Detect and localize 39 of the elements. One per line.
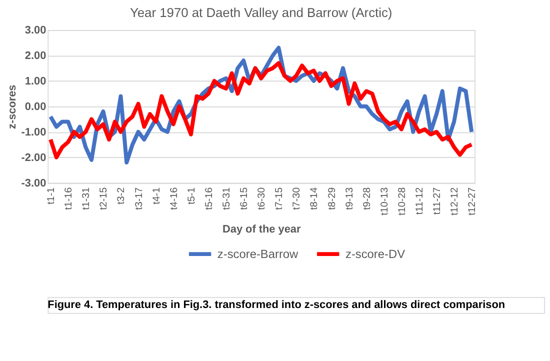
x-tick-label: t7-15 [274, 186, 286, 210]
y-tick-label: -3.00 [21, 177, 46, 190]
y-axis-title: z-scores [6, 84, 18, 130]
x-tick-label: t4-16 [168, 186, 180, 210]
x-tick-label: t3-17 [134, 186, 145, 210]
x-tick-label: t6-30 [256, 186, 268, 210]
y-tick-label: -1.00 [21, 126, 46, 138]
x-tick-label: t9-28 [362, 186, 373, 210]
x-tick-label: t4-1 [151, 186, 162, 204]
chart-title: Year 1970 at Daeth Valley and Barrow (Arctic) [130, 5, 392, 20]
x-tick-label: t12-27 [467, 186, 478, 216]
x-tick-label: t1-1 [46, 186, 58, 204]
y-tick-label: 0.00 [24, 100, 46, 113]
x-tick-label: t11-27 [432, 186, 444, 215]
x-tick-label: t9-13 [344, 186, 356, 210]
x-tick-label: t6-15 [239, 186, 250, 210]
x-tick-label: t7-30 [292, 186, 303, 210]
x-tick-label: t2-15 [98, 186, 110, 210]
x-tick-label: t8-14 [309, 186, 320, 210]
line-series [48, 61, 474, 160]
x-axis-title: Day of the year [222, 223, 302, 236]
y-tick-label: 3.00 [24, 24, 46, 36]
x-tick-label: t5-16 [204, 186, 215, 210]
x-tick-label: t5-31 [221, 186, 232, 210]
caption: Figure 4. Temperatures in Fig.3. transformed into z-scores and allows direct comparison [48, 298, 506, 311]
y-tick-label: -2.00 [21, 152, 46, 164]
x-tick-label: t3-2 [116, 186, 128, 204]
x-tick-label: t10-28 [396, 186, 408, 216]
legend-label: z-score-DV [345, 247, 406, 262]
x-tick-label: t8-29 [326, 186, 338, 210]
legend-label: z-score-Barrow [217, 247, 299, 262]
x-tick-label: t1-31 [81, 186, 92, 210]
x-tick-label: t11-12 [414, 186, 426, 215]
x-tick-label: t5-1 [186, 186, 198, 204]
y-tick-label: 2.00 [24, 50, 46, 62]
x-tick-label: t1-16 [64, 186, 75, 210]
x-tick-label: t10-13 [379, 186, 390, 216]
y-tick-label: 1.00 [24, 75, 46, 88]
x-tick-label: t12-12 [450, 186, 461, 216]
